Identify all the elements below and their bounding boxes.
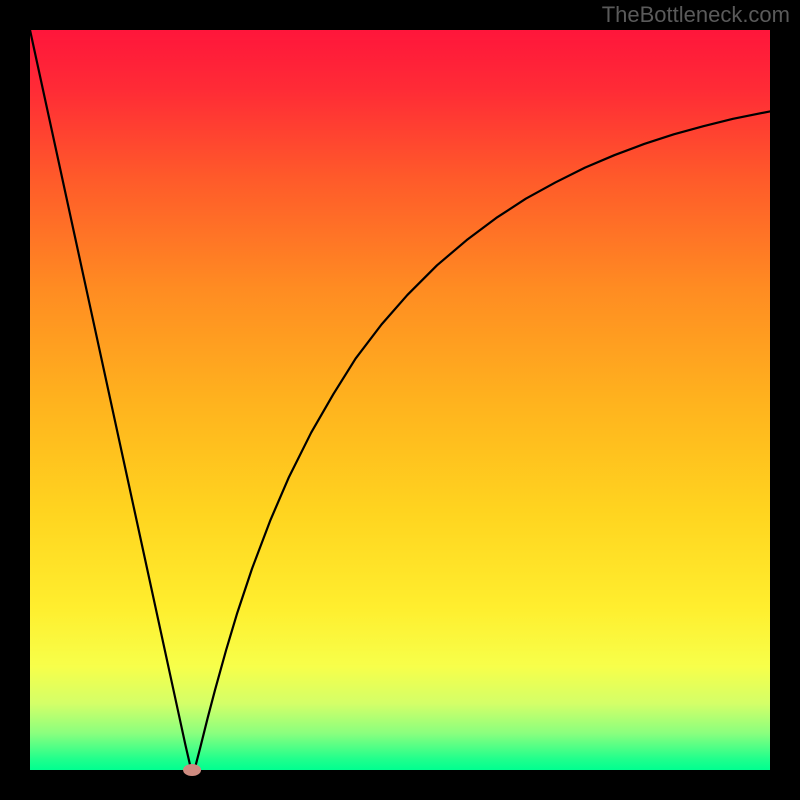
minimum-marker <box>183 764 201 776</box>
plot-svg <box>0 0 800 800</box>
chart-canvas: TheBottleneck.com <box>0 0 800 800</box>
plot-background-gradient <box>30 30 770 770</box>
